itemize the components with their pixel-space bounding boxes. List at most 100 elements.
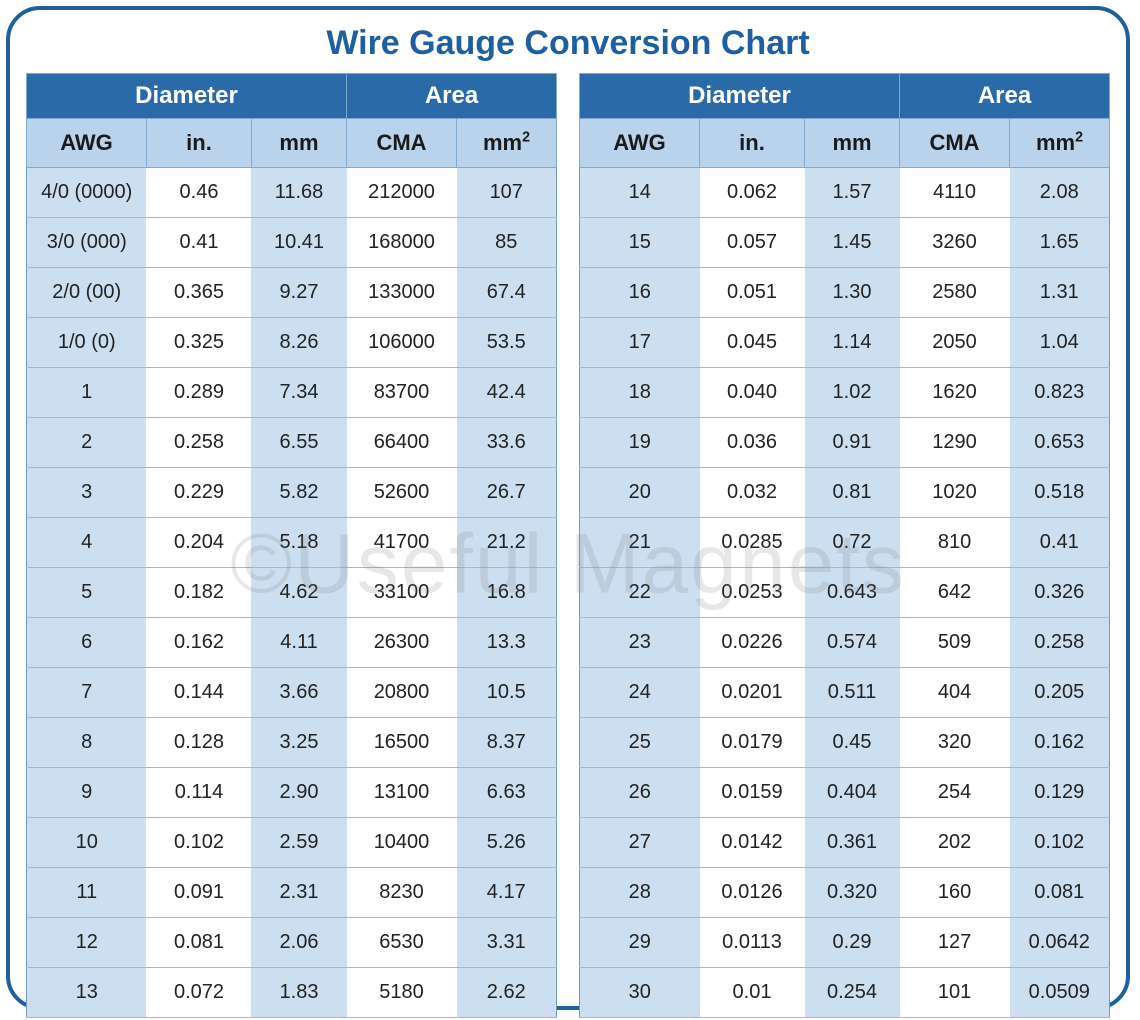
table-cell: 107 xyxy=(457,168,557,218)
table-cell: 0.0201 xyxy=(700,668,805,718)
table-cell: 4.62 xyxy=(251,568,346,618)
table-cell: 10400 xyxy=(347,818,457,868)
table-cell: 28 xyxy=(580,868,700,918)
group-header-diameter: Diameter xyxy=(26,74,346,119)
col-header-cma: CMA xyxy=(347,119,457,168)
table-cell: 6530 xyxy=(347,918,457,968)
table-row: 3/0 (000)0.4110.4116800085 xyxy=(26,218,556,268)
table-cell: 0.29 xyxy=(805,918,900,968)
table-cell: 67.4 xyxy=(457,268,557,318)
table-cell: 3.31 xyxy=(457,918,557,968)
table-cell: 0.128 xyxy=(146,718,251,768)
table-cell: 2.90 xyxy=(251,768,346,818)
table-cell: 11 xyxy=(26,868,146,918)
table-cell: 19 xyxy=(580,418,700,468)
table-cell: 0.144 xyxy=(146,668,251,718)
table-cell: 14 xyxy=(580,168,700,218)
table-cell: 0.036 xyxy=(700,418,805,468)
table-cell: 15 xyxy=(580,218,700,268)
table-cell: 18 xyxy=(580,368,700,418)
table-row: 110.0912.3182304.17 xyxy=(26,868,556,918)
table-row: 170.0451.1420501.04 xyxy=(580,318,1110,368)
table-cell: 0.045 xyxy=(700,318,805,368)
table-cell: 5 xyxy=(26,568,146,618)
table-row: 20.2586.556640033.6 xyxy=(26,418,556,468)
table-row: 140.0621.5741102.08 xyxy=(580,168,1110,218)
table-cell: 0.361 xyxy=(805,818,900,868)
table-cell: 6.55 xyxy=(251,418,346,468)
table-cell: 0.102 xyxy=(1010,818,1110,868)
table-cell: 0.289 xyxy=(146,368,251,418)
table-cell: 0.254 xyxy=(805,968,900,1018)
table-cell: 1.04 xyxy=(1010,318,1110,368)
table-cell: 127 xyxy=(900,918,1010,968)
table-row: 120.0812.0665303.31 xyxy=(26,918,556,968)
col-header-awg: AWG xyxy=(580,119,700,168)
table-cell: 10 xyxy=(26,818,146,868)
table-cell: 2.31 xyxy=(251,868,346,918)
table-cell: 16500 xyxy=(347,718,457,768)
table-cell: 0.72 xyxy=(805,518,900,568)
table-cell: 2050 xyxy=(900,318,1010,368)
group-header-area: Area xyxy=(900,74,1110,119)
table-cell: 26.7 xyxy=(457,468,557,518)
table-cell: 0.258 xyxy=(146,418,251,468)
table-cell: 1.31 xyxy=(1010,268,1110,318)
table-cell: 4.11 xyxy=(251,618,346,668)
table-cell: 0.511 xyxy=(805,668,900,718)
table-cell: 0.081 xyxy=(146,918,251,968)
table-cell: 0.205 xyxy=(1010,668,1110,718)
table-cell: 13 xyxy=(26,968,146,1018)
table-cell: 0.0113 xyxy=(700,918,805,968)
table-cell: 11.68 xyxy=(251,168,346,218)
table-cell: 8 xyxy=(26,718,146,768)
table-cell: 5180 xyxy=(347,968,457,1018)
table-cell: 12 xyxy=(26,918,146,968)
table-cell: 5.18 xyxy=(251,518,346,568)
table-cell: 13.3 xyxy=(457,618,557,668)
col-header-mm2: mm2 xyxy=(1010,119,1110,168)
table-cell: 404 xyxy=(900,668,1010,718)
table-cell: 0.229 xyxy=(146,468,251,518)
table-cell: 1.45 xyxy=(805,218,900,268)
table-cell: 1.14 xyxy=(805,318,900,368)
table-cell: 810 xyxy=(900,518,1010,568)
table-cell: 2.59 xyxy=(251,818,346,868)
table-cell: 0.057 xyxy=(700,218,805,268)
table-cell: 0.653 xyxy=(1010,418,1110,468)
table-row: 260.01590.4042540.129 xyxy=(580,768,1110,818)
table-cell: 0.114 xyxy=(146,768,251,818)
table-cell: 0.0226 xyxy=(700,618,805,668)
table-cell: 0.051 xyxy=(700,268,805,318)
table-cell: 0.072 xyxy=(146,968,251,1018)
table-cell: 0.162 xyxy=(1010,718,1110,768)
table-cell: 33.6 xyxy=(457,418,557,468)
chart-title: Wire Gauge Conversion Chart xyxy=(10,24,1126,63)
table-row: 70.1443.662080010.5 xyxy=(26,668,556,718)
table-cell: 202 xyxy=(900,818,1010,868)
table-row: 90.1142.90131006.63 xyxy=(26,768,556,818)
table-cell: 1.02 xyxy=(805,368,900,418)
table-row: 100.1022.59104005.26 xyxy=(26,818,556,868)
table-cell: 9 xyxy=(26,768,146,818)
table-cell: 1.83 xyxy=(251,968,346,1018)
table-cell: 23 xyxy=(580,618,700,668)
table-cell: 0.182 xyxy=(146,568,251,618)
table-cell: 85 xyxy=(457,218,557,268)
table-cell: 1020 xyxy=(900,468,1010,518)
table-row: 290.01130.291270.0642 xyxy=(580,918,1110,968)
table-row: 250.01790.453200.162 xyxy=(580,718,1110,768)
table-cell: 4110 xyxy=(900,168,1010,218)
table-cell: 16 xyxy=(580,268,700,318)
table-cell: 0.102 xyxy=(146,818,251,868)
table-cell: 66400 xyxy=(347,418,457,468)
group-header-area: Area xyxy=(347,74,557,119)
table-cell: 0.0179 xyxy=(700,718,805,768)
table-cell: 0.0642 xyxy=(1010,918,1110,968)
col-header-in: in. xyxy=(700,119,805,168)
table-cell: 24 xyxy=(580,668,700,718)
table-cell: 33100 xyxy=(347,568,457,618)
table-cell: 0.320 xyxy=(805,868,900,918)
col-header-mm: mm xyxy=(805,119,900,168)
table-cell: 25 xyxy=(580,718,700,768)
